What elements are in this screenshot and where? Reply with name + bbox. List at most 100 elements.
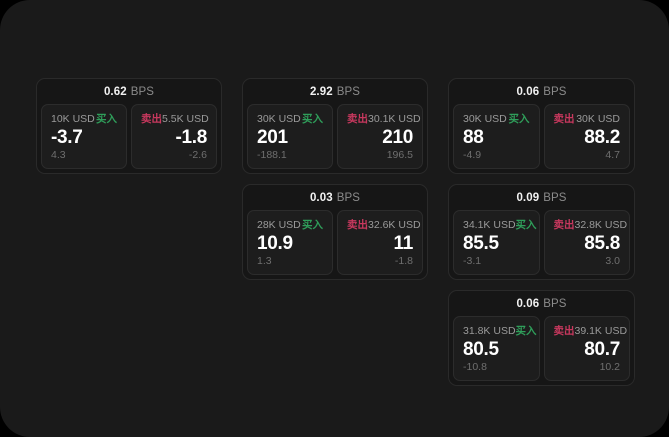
buy-subvalue: -3.1	[463, 255, 482, 267]
sell-side-header: 卖出 32.8K USD	[553, 218, 628, 232]
buy-side[interactable]: 34.1K USD 买入 85.5 -3.1	[453, 210, 540, 275]
sell-side-header: 卖出 30.1K USD	[347, 112, 421, 126]
buy-notional: 34.1K USD	[463, 218, 516, 231]
sell-price: -1.8	[175, 126, 207, 148]
bps-unit-label: BPS	[336, 191, 361, 204]
sell-side[interactable]: 卖出 39.1K USD 80.7 10.2	[543, 316, 630, 381]
left-column: 0.62 BPS 10K USD 买入 -3.7 4.3 卖出 5.5K USD -1.8 -2.…	[36, 78, 222, 174]
buy-price: 85.5	[463, 232, 499, 254]
buy-tag-label: 买入	[515, 219, 537, 231]
buy-tag-label: 买入	[508, 113, 530, 125]
buy-side[interactable]: 31.8K USD 买入 80.5 -10.8	[453, 316, 540, 381]
sell-subvalue: 196.5	[386, 149, 413, 161]
card-body: 10K USD 买入 -3.7 4.3 卖出 5.5K USD -1.8 -2.6	[37, 104, 221, 173]
buy-price: -3.7	[51, 126, 83, 148]
bps-unit-label: BPS	[336, 85, 361, 98]
bps-value: 2.92	[309, 85, 333, 98]
card-body: 30K USD 买入 88 -4.9 卖出 30K USD 88.2 4.7	[449, 104, 634, 173]
card-body: 31.8K USD 买入 80.5 -10.8 卖出 39.1K USD 80.7 10.2	[449, 316, 634, 385]
card-header: 0.06 BPS	[449, 291, 634, 316]
card-body: 28K USD 买入 10.9 1.3 卖出 32.6K USD 11 -1.8	[243, 210, 427, 279]
buy-side[interactable]: 30K USD 买入 201 -188.1	[247, 104, 333, 169]
sell-price: 85.8	[584, 232, 620, 254]
bps-unit-label: BPS	[543, 297, 567, 310]
buy-tag-label: 买入	[302, 113, 323, 125]
sell-tag-label: 卖出	[553, 113, 575, 125]
sell-side[interactable]: 卖出 30K USD 88.2 4.7	[543, 104, 630, 169]
bps-value: 0.06	[516, 297, 540, 310]
buy-side-header: 34.1K USD 买入	[463, 218, 537, 232]
quote-card[interactable]: 2.92 BPS 30K USD 买入 201 -188.1 卖出 30.1K USD 210 1…	[242, 78, 428, 174]
buy-side-header: 10K USD 买入	[51, 112, 117, 126]
bps-unit-label: BPS	[130, 85, 155, 98]
buy-subvalue: -10.8	[463, 361, 487, 373]
buy-subvalue: 4.3	[51, 149, 66, 161]
buy-tag-label: 买入	[96, 113, 117, 125]
buy-tag-label: 买入	[302, 219, 323, 231]
buy-notional: 31.8K USD	[463, 324, 516, 337]
buy-price: 88	[463, 126, 484, 148]
sell-notional: 30K USD	[576, 112, 620, 125]
buy-side-header: 30K USD 买入	[463, 112, 530, 126]
bps-value: 0.62	[103, 85, 127, 98]
buy-subvalue: 1.3	[257, 255, 272, 267]
sell-notional: 32.6K USD	[368, 218, 421, 231]
buy-side[interactable]: 28K USD 买入 10.9 1.3	[247, 210, 333, 275]
quote-card[interactable]: 0.03 BPS 28K USD 买入 10.9 1.3 卖出 32.6K USD 11 -1.8	[242, 184, 428, 280]
sell-tag-label: 卖出	[553, 219, 575, 231]
buy-side-header: 30K USD 买入	[257, 112, 323, 126]
sell-side-header: 卖出 30K USD	[553, 112, 621, 126]
bps-value: 0.09	[516, 191, 540, 204]
right-column: 0.06 BPS 30K USD 买入 88 -4.9 卖出 30K USD 88.2 4.7 0.…	[448, 78, 635, 386]
quote-card[interactable]: 0.06 BPS 30K USD 买入 88 -4.9 卖出 30K USD 88.2 4.7	[448, 78, 635, 174]
card-header: 0.06 BPS	[449, 79, 634, 104]
sell-subvalue: 3.0	[605, 255, 620, 267]
card-body: 30K USD 买入 201 -188.1 卖出 30.1K USD 210 196.5	[243, 104, 427, 173]
bps-unit-label: BPS	[543, 85, 567, 98]
sell-subvalue: -2.6	[188, 149, 207, 161]
sell-side[interactable]: 卖出 30.1K USD 210 196.5	[337, 104, 423, 169]
buy-side[interactable]: 10K USD 买入 -3.7 4.3	[41, 104, 127, 169]
quote-board: 0.62 BPS 10K USD 买入 -3.7 4.3 卖出 5.5K USD -1.8 -2.…	[36, 78, 636, 386]
bps-unit-label: BPS	[543, 191, 567, 204]
sell-tag-label: 卖出	[347, 113, 368, 125]
sell-notional: 39.1K USD	[574, 324, 628, 337]
sell-tag-label: 卖出	[141, 113, 162, 125]
buy-side-header: 31.8K USD 买入	[463, 324, 537, 338]
card-body: 34.1K USD 买入 85.5 -3.1 卖出 32.8K USD 85.8 3.0	[449, 210, 634, 279]
buy-notional: 30K USD	[257, 112, 301, 125]
buy-subvalue: -188.1	[257, 149, 287, 161]
buy-price: 80.5	[463, 338, 499, 360]
bps-value: 0.03	[309, 191, 333, 204]
bps-value: 0.06	[516, 85, 540, 98]
sell-notional: 5.5K USD	[162, 112, 209, 125]
sell-side[interactable]: 卖出 5.5K USD -1.8 -2.6	[131, 104, 217, 169]
sell-notional: 32.8K USD	[574, 218, 628, 231]
sell-tag-label: 卖出	[553, 325, 575, 337]
buy-notional: 10K USD	[51, 112, 95, 125]
buy-notional: 28K USD	[257, 218, 301, 231]
sell-subvalue: 10.2	[599, 361, 620, 373]
sell-side[interactable]: 卖出 32.6K USD 11 -1.8	[337, 210, 423, 275]
card-header: 0.09 BPS	[449, 185, 634, 210]
quote-card[interactable]: 0.62 BPS 10K USD 买入 -3.7 4.3 卖出 5.5K USD -1.8 -2.…	[36, 78, 222, 174]
sell-side-header: 卖出 39.1K USD	[553, 324, 628, 338]
sell-side-header: 卖出 5.5K USD	[141, 112, 209, 126]
sell-notional: 30.1K USD	[368, 112, 421, 125]
quote-card[interactable]: 0.09 BPS 34.1K USD 买入 85.5 -3.1 卖出 32.8K USD 85.…	[448, 184, 635, 280]
card-header: 2.92 BPS	[243, 79, 427, 104]
buy-price: 10.9	[257, 232, 293, 254]
sell-price: 210	[382, 126, 413, 148]
sell-price: 11	[393, 232, 414, 254]
buy-price: 201	[257, 126, 288, 148]
sell-subvalue: -1.8	[394, 255, 413, 267]
buy-notional: 30K USD	[463, 112, 507, 125]
sell-price: 88.2	[584, 126, 620, 148]
card-header: 0.62 BPS	[37, 79, 221, 104]
card-header: 0.03 BPS	[243, 185, 427, 210]
buy-side[interactable]: 30K USD 买入 88 -4.9	[453, 104, 540, 169]
sell-side-header: 卖出 32.6K USD	[347, 218, 421, 232]
sell-side[interactable]: 卖出 32.8K USD 85.8 3.0	[543, 210, 630, 275]
quote-card[interactable]: 0.06 BPS 31.8K USD 买入 80.5 -10.8 卖出 39.1K USD 80…	[448, 290, 635, 386]
